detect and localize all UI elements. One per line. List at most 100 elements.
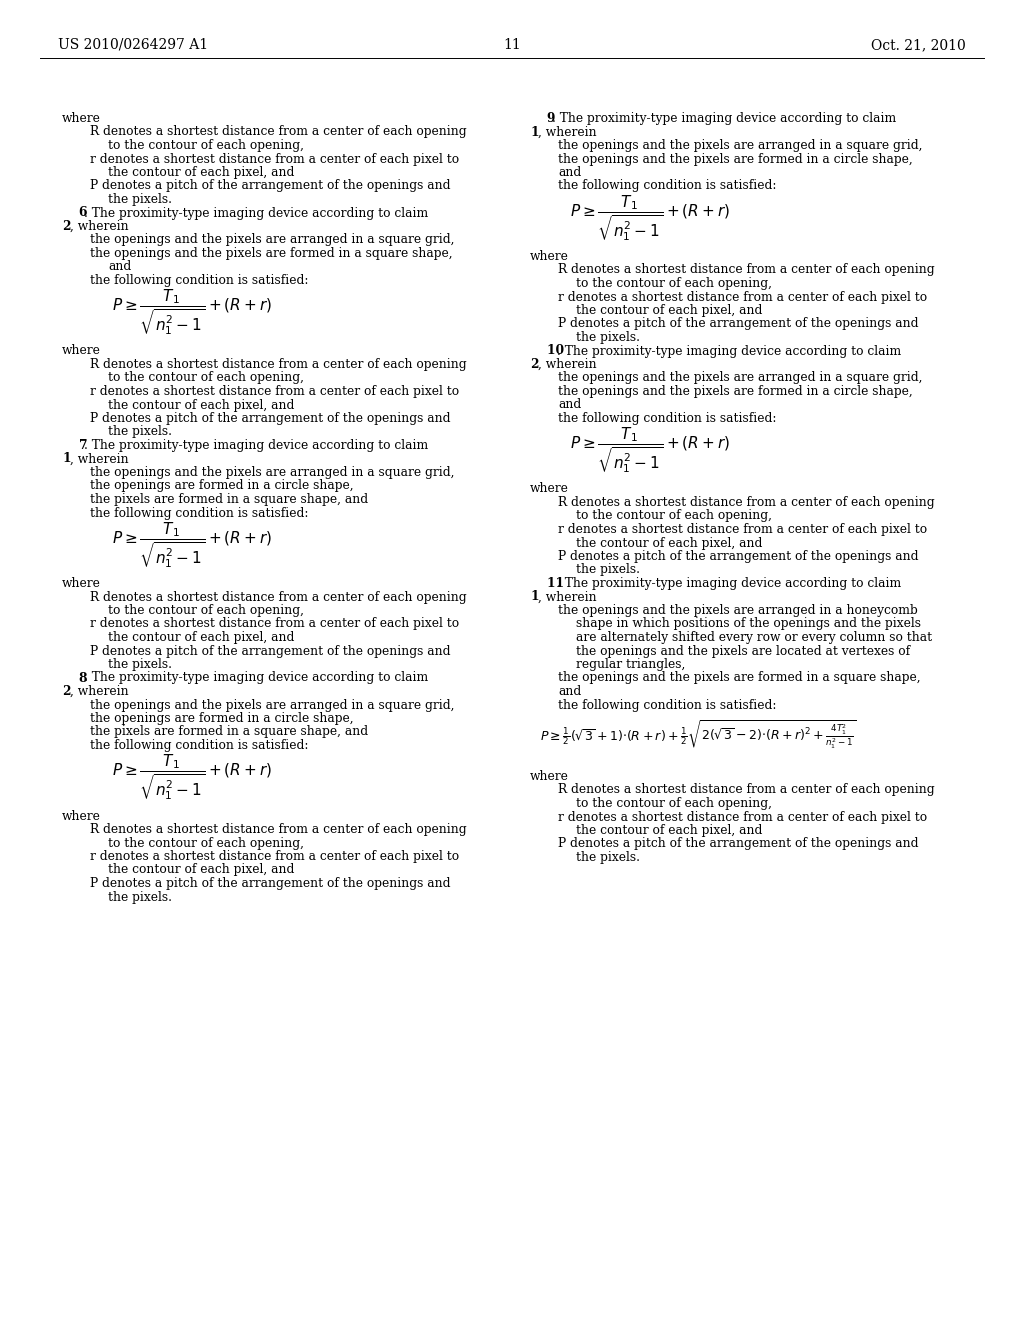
- Text: to the contour of each opening,: to the contour of each opening,: [108, 605, 304, 616]
- Text: the following condition is satisfied:: the following condition is satisfied:: [558, 180, 776, 193]
- Text: R denotes a shortest distance from a center of each opening: R denotes a shortest distance from a cen…: [558, 784, 935, 796]
- Text: P denotes a pitch of the arrangement of the openings and: P denotes a pitch of the arrangement of …: [558, 550, 919, 564]
- Text: shape in which positions of the openings and the pixels: shape in which positions of the openings…: [575, 618, 921, 631]
- Text: US 2010/0264297 A1: US 2010/0264297 A1: [58, 38, 208, 51]
- Text: $P \geq \dfrac{T_1}{\sqrt{n_1^2-1}} + (R+r)$: $P \geq \dfrac{T_1}{\sqrt{n_1^2-1}} + (R…: [570, 425, 730, 475]
- Text: , wherein: , wherein: [538, 590, 597, 603]
- Text: to the contour of each opening,: to the contour of each opening,: [108, 139, 304, 152]
- Text: the openings and the pixels are located at vertexes of: the openings and the pixels are located …: [575, 644, 910, 657]
- Text: the openings and the pixels are arranged in a square grid,: the openings and the pixels are arranged…: [558, 139, 923, 152]
- Text: the pixels.: the pixels.: [108, 891, 172, 903]
- Text: the contour of each pixel, and: the contour of each pixel, and: [108, 399, 294, 412]
- Text: the openings and the pixels are formed in a circle shape,: the openings and the pixels are formed i…: [558, 385, 912, 399]
- Text: R denotes a shortest distance from a center of each opening: R denotes a shortest distance from a cen…: [558, 264, 935, 276]
- Text: the pixels are formed in a square shape, and: the pixels are formed in a square shape,…: [90, 492, 368, 506]
- Text: the pixels are formed in a square shape, and: the pixels are formed in a square shape,…: [90, 726, 368, 738]
- Text: 1: 1: [62, 453, 71, 466]
- Text: . The proximity-type imaging device according to claim: . The proximity-type imaging device acco…: [84, 440, 428, 451]
- Text: the contour of each pixel, and: the contour of each pixel, and: [108, 631, 294, 644]
- Text: the pixels.: the pixels.: [575, 564, 640, 577]
- Text: R denotes a shortest distance from a center of each opening: R denotes a shortest distance from a cen…: [90, 822, 467, 836]
- Text: , wherein: , wherein: [538, 125, 597, 139]
- Text: to the contour of each opening,: to the contour of each opening,: [575, 277, 772, 290]
- Text: to the contour of each opening,: to the contour of each opening,: [108, 371, 304, 384]
- Text: 2: 2: [530, 358, 539, 371]
- Text: R denotes a shortest distance from a center of each opening: R denotes a shortest distance from a cen…: [90, 358, 467, 371]
- Text: . The proximity-type imaging device according to claim: . The proximity-type imaging device acco…: [557, 577, 901, 590]
- Text: r denotes a shortest distance from a center of each pixel to: r denotes a shortest distance from a cen…: [90, 618, 459, 631]
- Text: the openings and the pixels are arranged in a square grid,: the openings and the pixels are arranged…: [558, 371, 923, 384]
- Text: the following condition is satisfied:: the following condition is satisfied:: [90, 739, 308, 752]
- Text: $P \geq \dfrac{T_1}{\sqrt{n_1^2-1}} + (R+r)$: $P \geq \dfrac{T_1}{\sqrt{n_1^2-1}} + (R…: [112, 520, 272, 570]
- Text: and: and: [558, 685, 582, 698]
- Text: , wherein: , wherein: [70, 453, 129, 466]
- Text: 8: 8: [62, 672, 87, 685]
- Text: r denotes a shortest distance from a center of each pixel to: r denotes a shortest distance from a cen…: [558, 290, 927, 304]
- Text: P denotes a pitch of the arrangement of the openings and: P denotes a pitch of the arrangement of …: [90, 644, 451, 657]
- Text: the openings are formed in a circle shape,: the openings are formed in a circle shap…: [90, 711, 353, 725]
- Text: $P \geq \dfrac{T_1}{\sqrt{n_1^2-1}} + (R+r)$: $P \geq \dfrac{T_1}{\sqrt{n_1^2-1}} + (R…: [112, 752, 272, 803]
- Text: the contour of each pixel, and: the contour of each pixel, and: [108, 166, 294, 180]
- Text: $P \geq \frac{1}{2}(\sqrt{3}+1){\cdot}(R+r)+\frac{1}{2}\sqrt{2(\sqrt{3}-2){\cdot: $P \geq \frac{1}{2}(\sqrt{3}+1){\cdot}(R…: [540, 718, 857, 750]
- Text: and: and: [558, 166, 582, 180]
- Text: . The proximity-type imaging device according to claim: . The proximity-type imaging device acco…: [84, 672, 428, 685]
- Text: 10: 10: [530, 345, 564, 358]
- Text: where: where: [62, 345, 101, 358]
- Text: the following condition is satisfied:: the following condition is satisfied:: [90, 275, 308, 286]
- Text: 1: 1: [530, 125, 539, 139]
- Text: the contour of each pixel, and: the contour of each pixel, and: [108, 863, 294, 876]
- Text: r denotes a shortest distance from a center of each pixel to: r denotes a shortest distance from a cen…: [558, 523, 927, 536]
- Text: where: where: [62, 809, 101, 822]
- Text: where: where: [530, 249, 569, 263]
- Text: the openings and the pixels are arranged in a square grid,: the openings and the pixels are arranged…: [90, 234, 455, 247]
- Text: P denotes a pitch of the arrangement of the openings and: P denotes a pitch of the arrangement of …: [558, 318, 919, 330]
- Text: 2: 2: [62, 220, 71, 234]
- Text: . The proximity-type imaging device according to claim: . The proximity-type imaging device acco…: [84, 206, 428, 219]
- Text: $P \geq \dfrac{T_1}{\sqrt{n_1^2-1}} + (R+r)$: $P \geq \dfrac{T_1}{\sqrt{n_1^2-1}} + (R…: [112, 288, 272, 338]
- Text: where: where: [530, 770, 569, 783]
- Text: the openings and the pixels are arranged in a square grid,: the openings and the pixels are arranged…: [90, 698, 455, 711]
- Text: and: and: [108, 260, 131, 273]
- Text: , wherein: , wherein: [70, 220, 129, 234]
- Text: the contour of each pixel, and: the contour of each pixel, and: [575, 536, 763, 549]
- Text: the openings and the pixels are formed in a square shape,: the openings and the pixels are formed i…: [558, 672, 921, 685]
- Text: P denotes a pitch of the arrangement of the openings and: P denotes a pitch of the arrangement of …: [558, 837, 919, 850]
- Text: and: and: [558, 399, 582, 412]
- Text: the pixels.: the pixels.: [108, 193, 172, 206]
- Text: the openings and the pixels are formed in a circle shape,: the openings and the pixels are formed i…: [558, 153, 912, 165]
- Text: 11: 11: [503, 38, 521, 51]
- Text: the following condition is satisfied:: the following condition is satisfied:: [558, 412, 776, 425]
- Text: are alternately shifted every row or every column so that: are alternately shifted every row or eve…: [575, 631, 932, 644]
- Text: 11: 11: [530, 577, 564, 590]
- Text: the openings and the pixels are arranged in a honeycomb: the openings and the pixels are arranged…: [558, 605, 918, 616]
- Text: the openings and the pixels are formed in a square shape,: the openings and the pixels are formed i…: [90, 247, 453, 260]
- Text: the pixels.: the pixels.: [108, 425, 172, 438]
- Text: the openings are formed in a circle shape,: the openings are formed in a circle shap…: [90, 479, 353, 492]
- Text: regular triangles,: regular triangles,: [575, 657, 685, 671]
- Text: , wherein: , wherein: [70, 685, 129, 698]
- Text: $P \geq \dfrac{T_1}{\sqrt{n_1^2-1}} + (R+r)$: $P \geq \dfrac{T_1}{\sqrt{n_1^2-1}} + (R…: [570, 193, 730, 243]
- Text: to the contour of each opening,: to the contour of each opening,: [108, 837, 304, 850]
- Text: where: where: [62, 577, 101, 590]
- Text: the pixels.: the pixels.: [108, 657, 172, 671]
- Text: 6: 6: [62, 206, 87, 219]
- Text: to the contour of each opening,: to the contour of each opening,: [575, 510, 772, 523]
- Text: 2: 2: [62, 685, 71, 698]
- Text: the contour of each pixel, and: the contour of each pixel, and: [575, 304, 763, 317]
- Text: r denotes a shortest distance from a center of each pixel to: r denotes a shortest distance from a cen…: [558, 810, 927, 824]
- Text: r denotes a shortest distance from a center of each pixel to: r denotes a shortest distance from a cen…: [90, 153, 459, 165]
- Text: P denotes a pitch of the arrangement of the openings and: P denotes a pitch of the arrangement of …: [90, 180, 451, 193]
- Text: R denotes a shortest distance from a center of each opening: R denotes a shortest distance from a cen…: [90, 590, 467, 603]
- Text: where: where: [62, 112, 101, 125]
- Text: the contour of each pixel, and: the contour of each pixel, and: [575, 824, 763, 837]
- Text: the following condition is satisfied:: the following condition is satisfied:: [558, 698, 776, 711]
- Text: 9: 9: [530, 112, 555, 125]
- Text: r denotes a shortest distance from a center of each pixel to: r denotes a shortest distance from a cen…: [90, 385, 459, 399]
- Text: R denotes a shortest distance from a center of each opening: R denotes a shortest distance from a cen…: [90, 125, 467, 139]
- Text: the following condition is satisfied:: the following condition is satisfied:: [90, 507, 308, 520]
- Text: P denotes a pitch of the arrangement of the openings and: P denotes a pitch of the arrangement of …: [90, 876, 451, 890]
- Text: the pixels.: the pixels.: [575, 331, 640, 345]
- Text: R denotes a shortest distance from a center of each opening: R denotes a shortest distance from a cen…: [558, 496, 935, 510]
- Text: 1: 1: [530, 590, 539, 603]
- Text: 7: 7: [62, 440, 88, 451]
